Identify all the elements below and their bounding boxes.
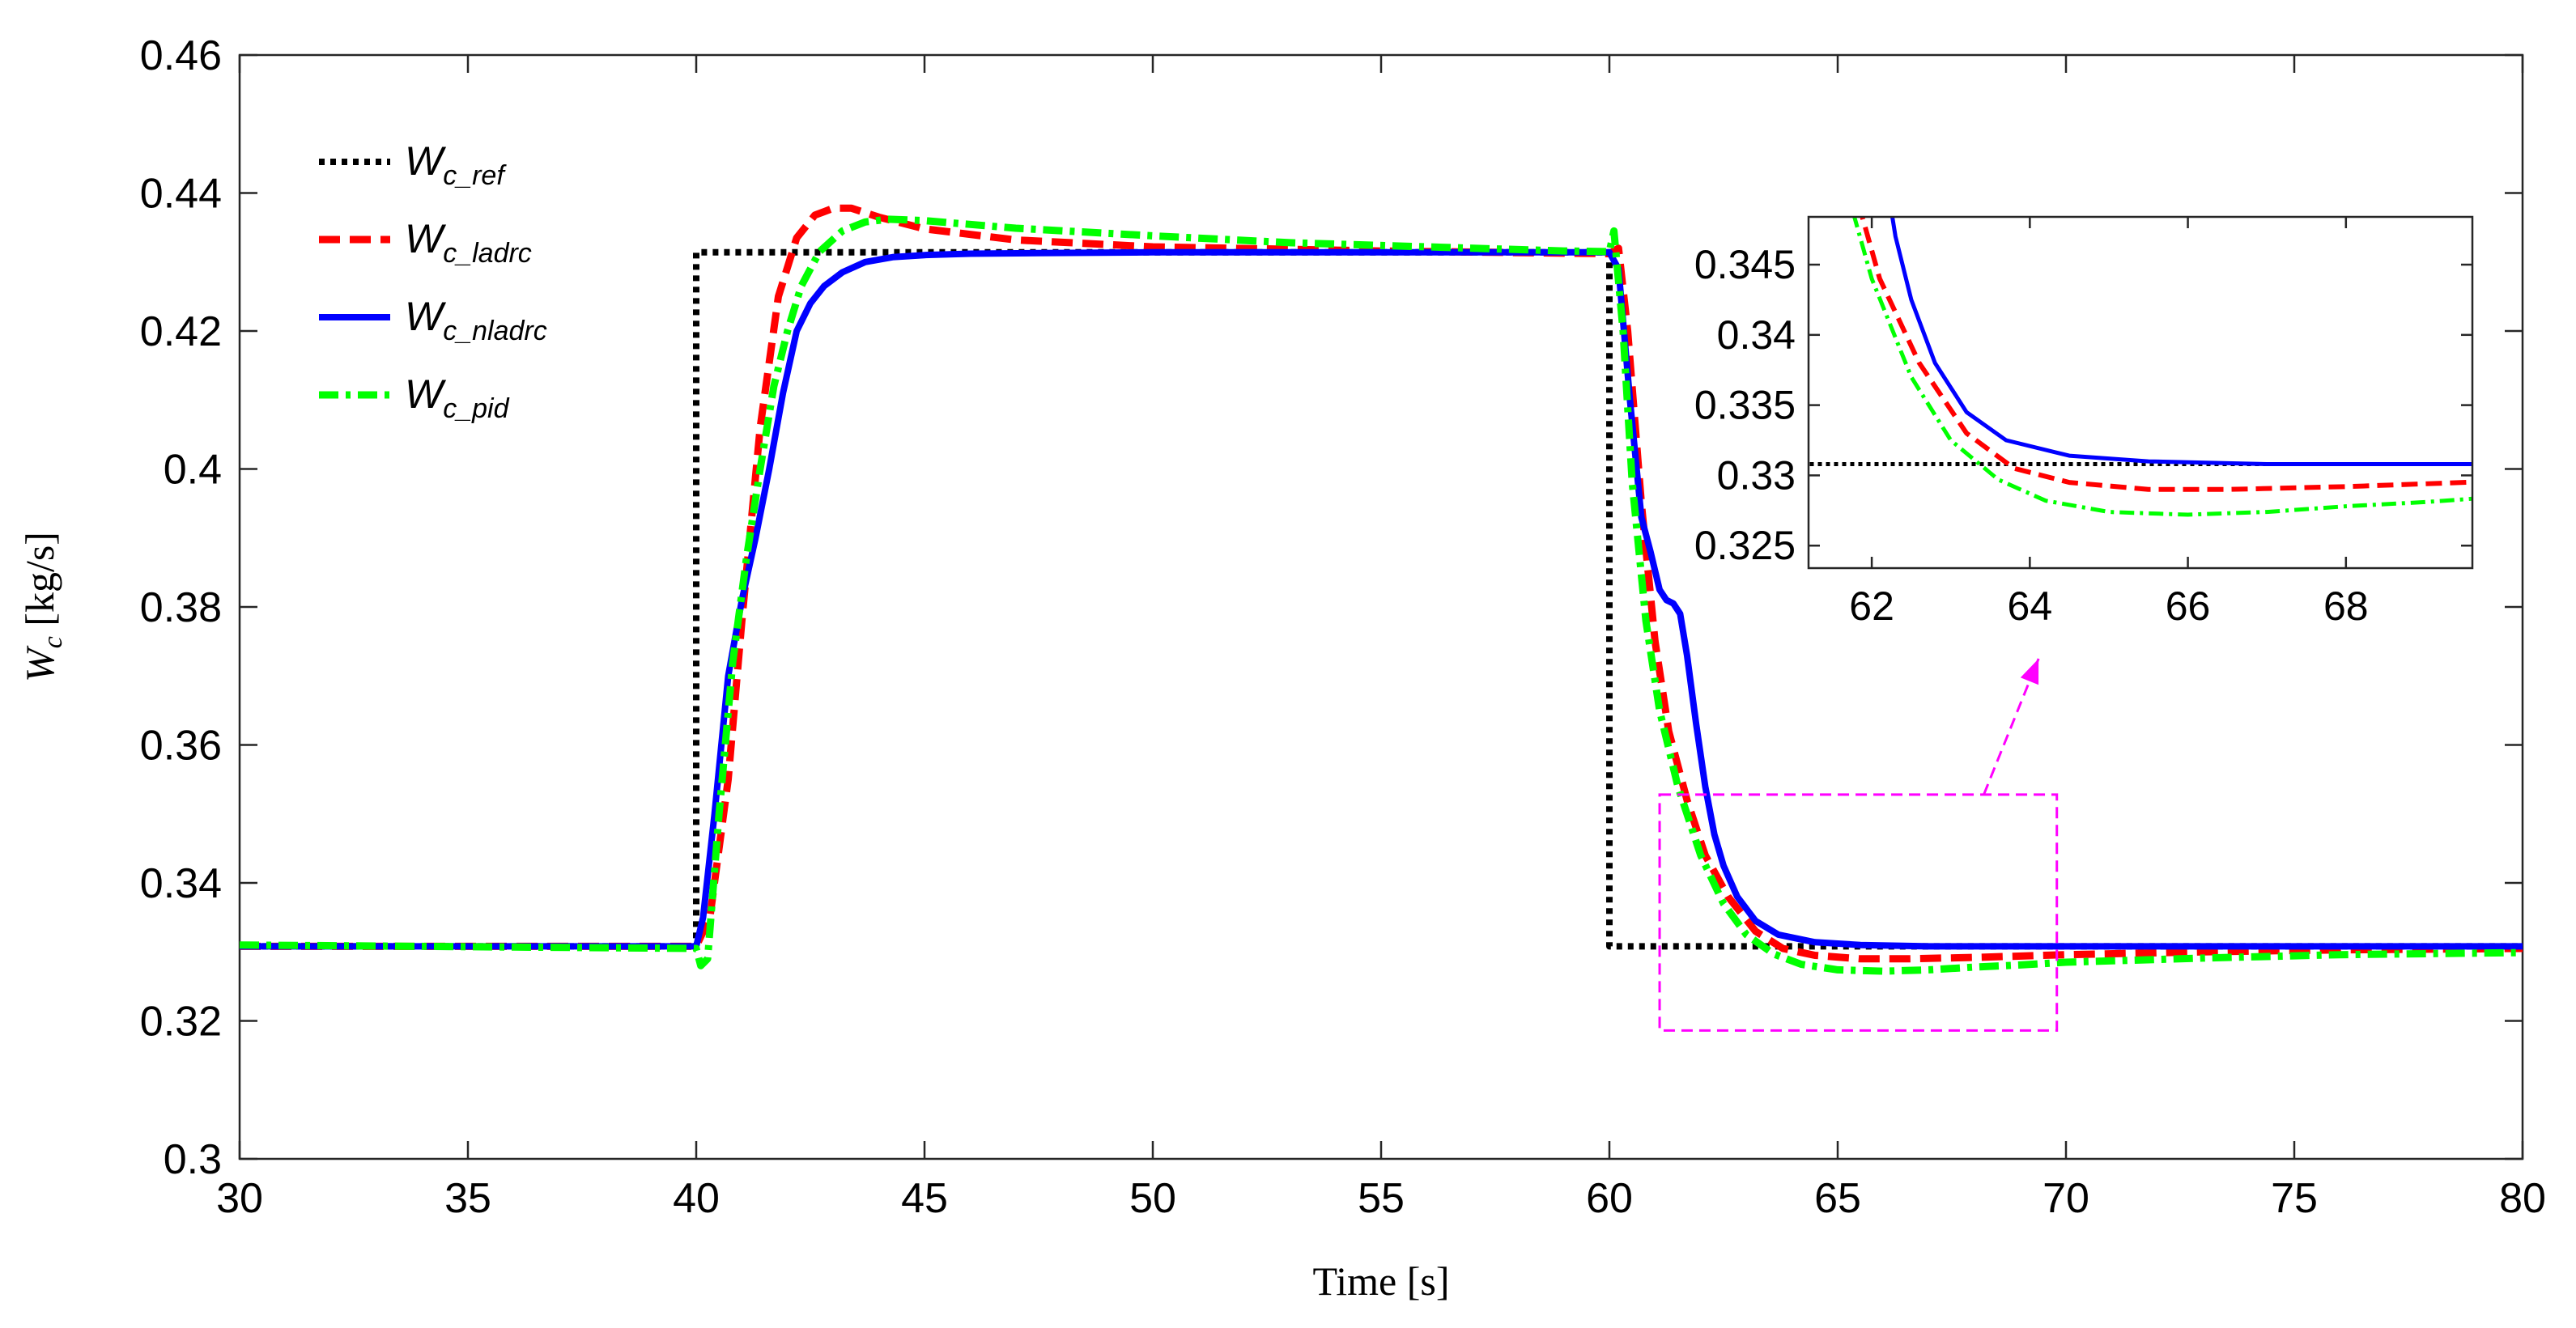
- y-tick-label: 0.32: [140, 999, 222, 1046]
- legend-label-w-c-ladrc: Wc_ladrc: [405, 216, 532, 269]
- inset-y-tick-label: 0.335: [1694, 383, 1796, 428]
- main-plot: 30 35 40 45 50 55 60 65 70 75 80 0.3 0.32 0.34 0.36 0.3…: [140, 32, 2546, 1222]
- inset-series-line-w-c-pid: [1852, 217, 2472, 517]
- y-axis-symbol: W: [17, 645, 62, 682]
- inset-series-line-w-c-ladrc: [1860, 217, 2472, 492]
- x-axis-title: Time [s]: [1312, 1258, 1449, 1304]
- y-tick-label: 0.46: [140, 32, 222, 79]
- legend-label-w-c-ref: Wc_ref: [405, 138, 507, 191]
- x-tick-label: 65: [1814, 1175, 1861, 1222]
- x-tick-label: 70: [2043, 1175, 2089, 1222]
- zoom-arrow-line: [1983, 658, 2040, 796]
- y-tick-label: 0.34: [140, 860, 222, 907]
- inset-x-tick-label: 64: [2008, 583, 2053, 629]
- series-line-w-c-ladrc: [240, 204, 2523, 963]
- inset-series-line-w-c-nladrc: [1889, 217, 2472, 466]
- zoom-arrow-head: [2020, 658, 2039, 685]
- y-tick-label: 0.3: [164, 1136, 222, 1183]
- y-axis-unit: [kg/s]: [17, 532, 62, 636]
- x-tick-label: 55: [1358, 1175, 1405, 1222]
- inset-series-group: [1809, 217, 2472, 517]
- legend-label-w-c-pid: Wc_pid: [405, 371, 510, 424]
- x-tick-label: 80: [2499, 1175, 2546, 1222]
- legend: Wc_ref Wc_ladrc Wc_nladrc Wc_pid: [319, 138, 547, 424]
- x-tick-label: 45: [901, 1175, 948, 1222]
- inset-x-tick-label: 66: [2166, 583, 2211, 629]
- main-axis-ticks: 30 35 40 45 50 55 60 65 70 75 80 0.3 0.32 0.34 0.36 0.3…: [140, 32, 2546, 1222]
- legend-label-w-c-nladrc: Wc_nladrc: [405, 294, 547, 346]
- x-tick-label: 60: [1586, 1175, 1633, 1222]
- inset-axes-box: [1807, 215, 2474, 570]
- zoom-annotations: [1658, 658, 2059, 1032]
- y-tick-label: 0.42: [140, 308, 222, 355]
- inset-plot: 62 64 66 68 0.325 0.33 0.335 0.34 0.345: [1694, 215, 2474, 629]
- x-tick-label: 35: [444, 1175, 491, 1222]
- inset-x-tick-label: 62: [1849, 583, 1894, 629]
- main-series-group: [239, 204, 2523, 975]
- y-tick-label: 0.44: [140, 171, 222, 218]
- inset-background: [1809, 217, 2472, 568]
- x-tick-label: 50: [1129, 1175, 1176, 1222]
- x-tick-label: 75: [2271, 1175, 2318, 1222]
- y-tick-label: 0.36: [140, 723, 222, 770]
- y-axis-title: Wc [kg/s]: [17, 532, 68, 682]
- inset-y-tick-label: 0.34: [1717, 312, 1796, 358]
- inset-y-tick-label: 0.325: [1694, 523, 1796, 568]
- inset-x-tick-label: 68: [2323, 583, 2369, 629]
- y-axis-subscript: c: [38, 636, 68, 648]
- x-tick-label: 30: [216, 1175, 263, 1222]
- y-tick-label: 0.38: [140, 584, 222, 631]
- x-tick-label: 40: [673, 1175, 720, 1222]
- inset-axis-ticks: 62 64 66 68 0.325 0.33 0.335 0.34 0.345: [1694, 217, 2472, 629]
- zoom-rectangle: [1658, 793, 2059, 1032]
- series-line-w-c-pid: [239, 215, 2523, 975]
- y-tick-label: 0.4: [164, 447, 222, 494]
- inset-y-tick-label: 0.345: [1694, 242, 1796, 287]
- inset-y-tick-label: 0.33: [1717, 452, 1796, 498]
